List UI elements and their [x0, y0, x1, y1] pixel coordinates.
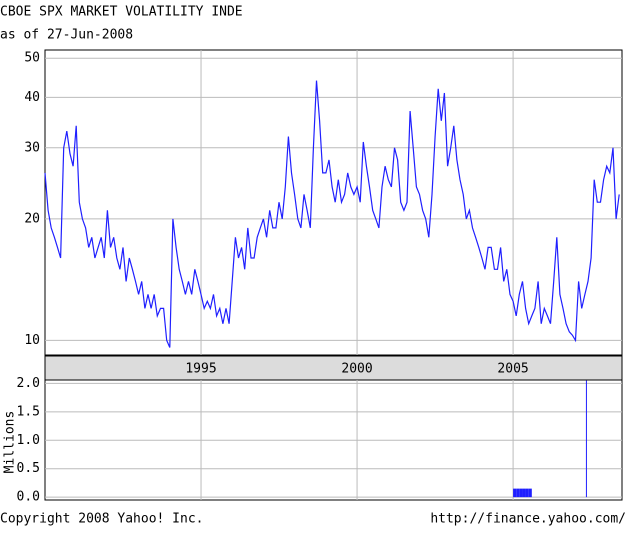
y-tick-label: 10 [24, 333, 40, 348]
volume-bar [519, 488, 523, 498]
volume-bar [528, 488, 532, 498]
date-strip [44, 355, 623, 381]
chart-title: CBOE SPX MARKET VOLATILITY INDE [0, 5, 243, 20]
y-tick-label: 20 [24, 211, 40, 226]
y-tick-label: 40 [24, 90, 40, 105]
x-tick-label: 2000 [341, 362, 372, 377]
x-tick-label: 2005 [497, 362, 528, 377]
volume-bar [516, 488, 520, 498]
x-tick-label: 1995 [185, 362, 216, 377]
source-url: http://finance.yahoo.com/ [430, 512, 626, 527]
volume-bar [585, 380, 587, 498]
y-tick-label: 50 [24, 51, 40, 66]
volume-bar [525, 488, 529, 498]
plot-layer: 1995 2000 2005 10 20 30 40 50 0.0 0.5 1.0 1.5 2.0 [17, 50, 622, 505]
copyright: Copyright 2008 Yahoo! Inc. [0, 512, 204, 527]
y-tick-label: 2.0 [17, 376, 40, 391]
volume-bar [522, 488, 526, 498]
y-tick-label: 30 [24, 140, 40, 155]
y-tick-label: 1.5 [17, 404, 40, 419]
y-tick-label: 0.0 [17, 490, 40, 505]
chart-subtitle: as of 27-Jun-2008 [0, 28, 133, 43]
y-axis-label: Millions [3, 411, 18, 474]
y-tick-label: 0.5 [17, 461, 40, 476]
y-tick-label: 1.0 [17, 433, 40, 448]
volume-bar [513, 488, 517, 498]
vix-line [44, 80, 620, 348]
price-panel [44, 49, 623, 356]
